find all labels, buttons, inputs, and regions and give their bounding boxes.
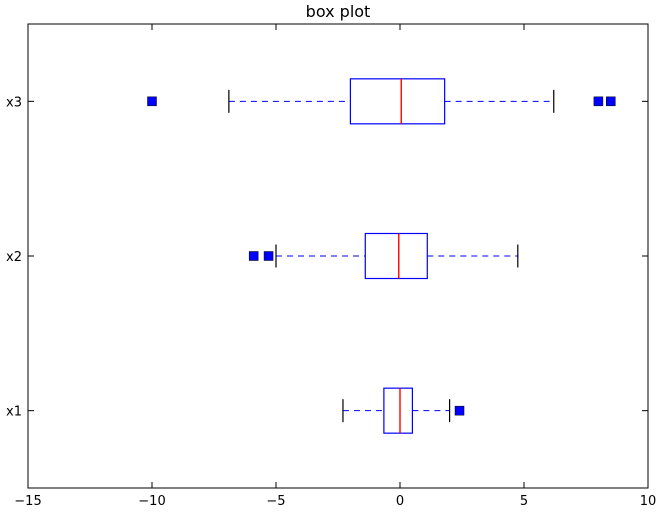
y-tick-label-x3: x3 bbox=[6, 95, 22, 110]
y-tick-label-x2: x2 bbox=[6, 250, 22, 265]
x-tick-label-0: −15 bbox=[14, 494, 41, 509]
outlier-point-x3-2 bbox=[606, 96, 616, 107]
box-x1 bbox=[383, 387, 414, 434]
plot-frame bbox=[27, 23, 649, 489]
x-tick-label-3: 0 bbox=[396, 494, 404, 509]
x-tick-label-2: −5 bbox=[266, 494, 285, 509]
y-tick-label-x1: x1 bbox=[6, 405, 22, 420]
outlier-point-x3-0 bbox=[147, 96, 157, 107]
box-x2 bbox=[364, 232, 428, 280]
chart-title: box plot bbox=[306, 2, 371, 21]
outlier-point-x2-1 bbox=[263, 251, 274, 261]
outlier-point-x2-0 bbox=[248, 251, 259, 261]
x-tick-label-4: 5 bbox=[520, 494, 528, 509]
box-group-x3 bbox=[147, 78, 616, 125]
outlier-point-x1-0 bbox=[454, 405, 465, 416]
outlier-point-x3-1 bbox=[593, 96, 604, 107]
x-tick-label-1: −10 bbox=[138, 494, 165, 509]
x-tick-label-5: 10 bbox=[640, 494, 657, 509]
axes: x1 x2 x3 −15 −10 −5 0 5 10 bbox=[6, 24, 656, 509]
box-group-x1 bbox=[342, 387, 465, 434]
box-group-x2 bbox=[248, 232, 519, 280]
box-x3 bbox=[349, 78, 446, 125]
plot-area bbox=[147, 78, 616, 434]
